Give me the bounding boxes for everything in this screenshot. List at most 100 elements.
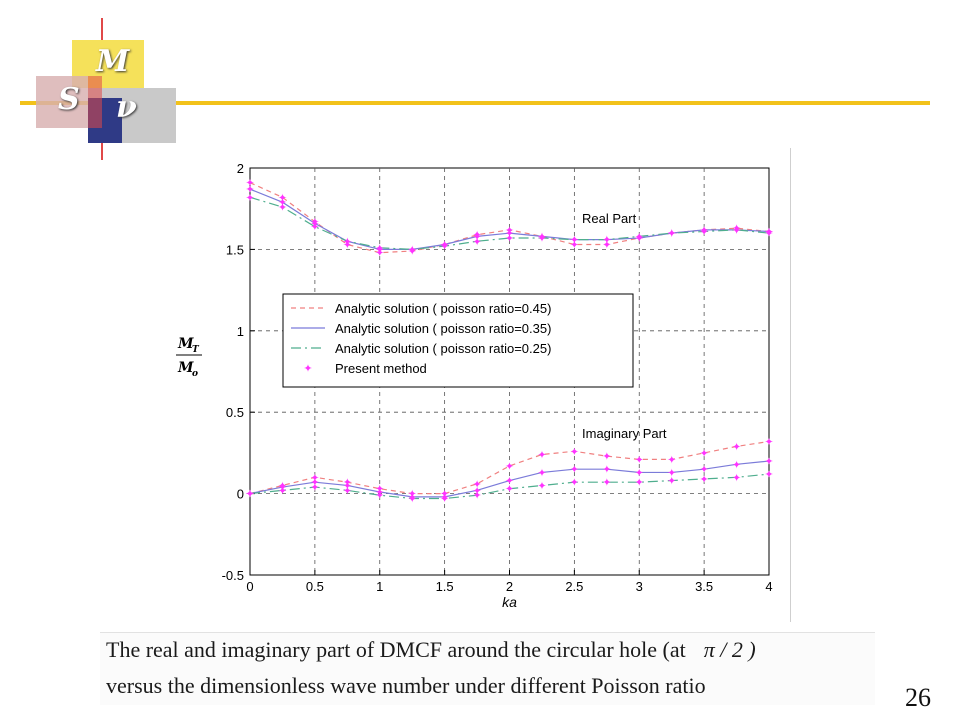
present-method-marker: ✦ <box>537 231 546 243</box>
x-tick-label: 4 <box>765 579 772 594</box>
present-method-marker: ✦ <box>472 230 481 242</box>
present-method-marker: ✦ <box>375 490 384 502</box>
present-method-marker: ✦ <box>635 477 644 489</box>
present-method-marker: ✦ <box>732 225 741 237</box>
present-method-marker: ✦ <box>602 235 611 247</box>
present-method-marker: ✦ <box>667 228 676 240</box>
present-method-marker: ✦ <box>700 474 709 486</box>
present-method-marker: ✦ <box>537 233 546 245</box>
present-method-marker: ✦ <box>505 484 514 496</box>
y-axis-label-numerator: M <box>177 336 194 352</box>
present-method-marker: ✦ <box>440 240 449 252</box>
legend-label: Present method <box>335 361 427 376</box>
y-tick-label: -0.5 <box>222 568 244 583</box>
x-tick-label: 1.5 <box>436 579 454 594</box>
present-method-marker: ✦ <box>505 233 514 245</box>
msv-logo: M S ν <box>0 0 930 170</box>
legend-box <box>282 293 634 388</box>
page-number: 26 <box>905 683 931 712</box>
present-method-marker: ✦ <box>505 476 514 488</box>
present-method-marker: ✦ <box>343 236 352 248</box>
present-method-marker: ✦ <box>375 244 384 256</box>
series-line-imag <box>249 440 770 495</box>
present-method-marker: ✦ <box>375 248 384 260</box>
present-method-marker: ✦ <box>570 477 579 489</box>
present-method-marker: ✦ <box>700 448 709 460</box>
y-axis-label-denominator-sub: o <box>192 369 198 379</box>
present-method-marker: ✦ <box>635 454 644 466</box>
present-method-marker: ✦ <box>537 231 546 243</box>
present-method-marker: ✦ <box>310 477 319 489</box>
y-tick-label: 0.5 <box>226 405 244 420</box>
present-method-marker: ✦ <box>570 240 579 252</box>
present-method-marker: ✦ <box>732 225 741 237</box>
present-method-marker: ✦ <box>700 225 709 237</box>
present-method-marker: ✦ <box>408 246 417 258</box>
present-method-marker: ✦ <box>667 476 676 488</box>
present-method-marker: ✦ <box>635 467 644 479</box>
present-method-marker: ✦ <box>245 178 254 190</box>
present-method-marker: ✦ <box>472 231 481 243</box>
present-method-marker: ✦ <box>278 202 287 214</box>
present-method-marker: ✦ <box>310 217 319 229</box>
present-method-marker: ✦ <box>667 228 676 240</box>
present-method-marker: ✦ <box>310 218 319 230</box>
series-line-real <box>249 196 770 251</box>
present-method-marker: ✦ <box>602 235 611 247</box>
present-method-marker: ✦ <box>602 464 611 476</box>
present-method-marker: ✦ <box>505 228 514 240</box>
present-method-marker: ✦ <box>764 456 773 468</box>
present-method-marker: ✦ <box>440 240 449 252</box>
logo-letter-nu: ν <box>116 90 137 125</box>
y-tick-label: 2 <box>237 161 244 176</box>
y-tick-label: 1.5 <box>226 242 244 257</box>
present-method-marker: ✦ <box>245 192 254 204</box>
present-method-marker: ✦ <box>602 451 611 463</box>
present-method-marker: ✦ <box>408 492 417 504</box>
present-method-marker: ✦ <box>732 472 741 484</box>
logo-graphic <box>20 18 930 160</box>
present-method-marker: ✦ <box>667 467 676 479</box>
present-method-marker: ✦ <box>408 493 417 505</box>
series-line-imag <box>249 460 770 498</box>
logo-light-square <box>36 76 88 128</box>
present-method-marker: ✦ <box>440 241 449 253</box>
present-method-marker: ✦ <box>472 236 481 248</box>
y-axis-label-numerator-sub: T <box>192 345 200 355</box>
present-method-marker: ✦ <box>278 192 287 204</box>
line-chart: 0 0.5 1 1.5 2 2.5 3 3.5 4-0.500.511.52kaMTMo✦✦✦✦… <box>176 161 774 610</box>
present-method-marker: ✦ <box>343 485 352 497</box>
present-method-marker: ✦ <box>408 489 417 501</box>
present-method-marker: ✦ <box>700 226 709 238</box>
present-method-marker: ✦ <box>310 472 319 484</box>
logo-letter-m: M <box>96 44 130 79</box>
present-method-marker: ✦ <box>278 482 287 494</box>
y-tick-label: 0 <box>237 487 244 502</box>
present-method-marker: ✦ <box>537 467 546 479</box>
present-method-marker: ✦ <box>505 225 514 237</box>
legend-label: Analytic solution ( poisson ratio=0.25) <box>335 341 551 356</box>
present-method-marker: ✦ <box>570 235 579 247</box>
x-axis-label: ka <box>502 594 517 610</box>
x-tick-label: 0.5 <box>306 579 324 594</box>
imaginary-part-annotation: Imaginary Part <box>582 426 667 441</box>
caption-line-1-text: The real and imaginary part of DMCF arou… <box>106 637 686 662</box>
present-method-marker: ✦ <box>764 469 773 481</box>
present-method-marker: ✦ <box>764 226 773 238</box>
present-method-marker: ✦ <box>602 240 611 252</box>
present-method-marker: ✦ <box>343 240 352 252</box>
present-method-marker: ✦ <box>408 244 417 256</box>
present-method-marker: ✦ <box>440 492 449 504</box>
present-method-marker: ✦ <box>278 480 287 492</box>
y-tick-label: 1 <box>237 324 244 339</box>
present-method-marker: ✦ <box>472 485 481 497</box>
present-method-marker: ✦ <box>278 197 287 209</box>
present-method-marker: ✦ <box>343 477 352 489</box>
present-method-marker: ✦ <box>440 489 449 501</box>
present-method-marker: ✦ <box>764 226 773 238</box>
present-method-marker: ✦ <box>764 228 773 240</box>
present-method-marker: ✦ <box>764 437 773 449</box>
present-method-marker: ✦ <box>245 184 254 196</box>
present-method-marker: ✦ <box>700 225 709 237</box>
